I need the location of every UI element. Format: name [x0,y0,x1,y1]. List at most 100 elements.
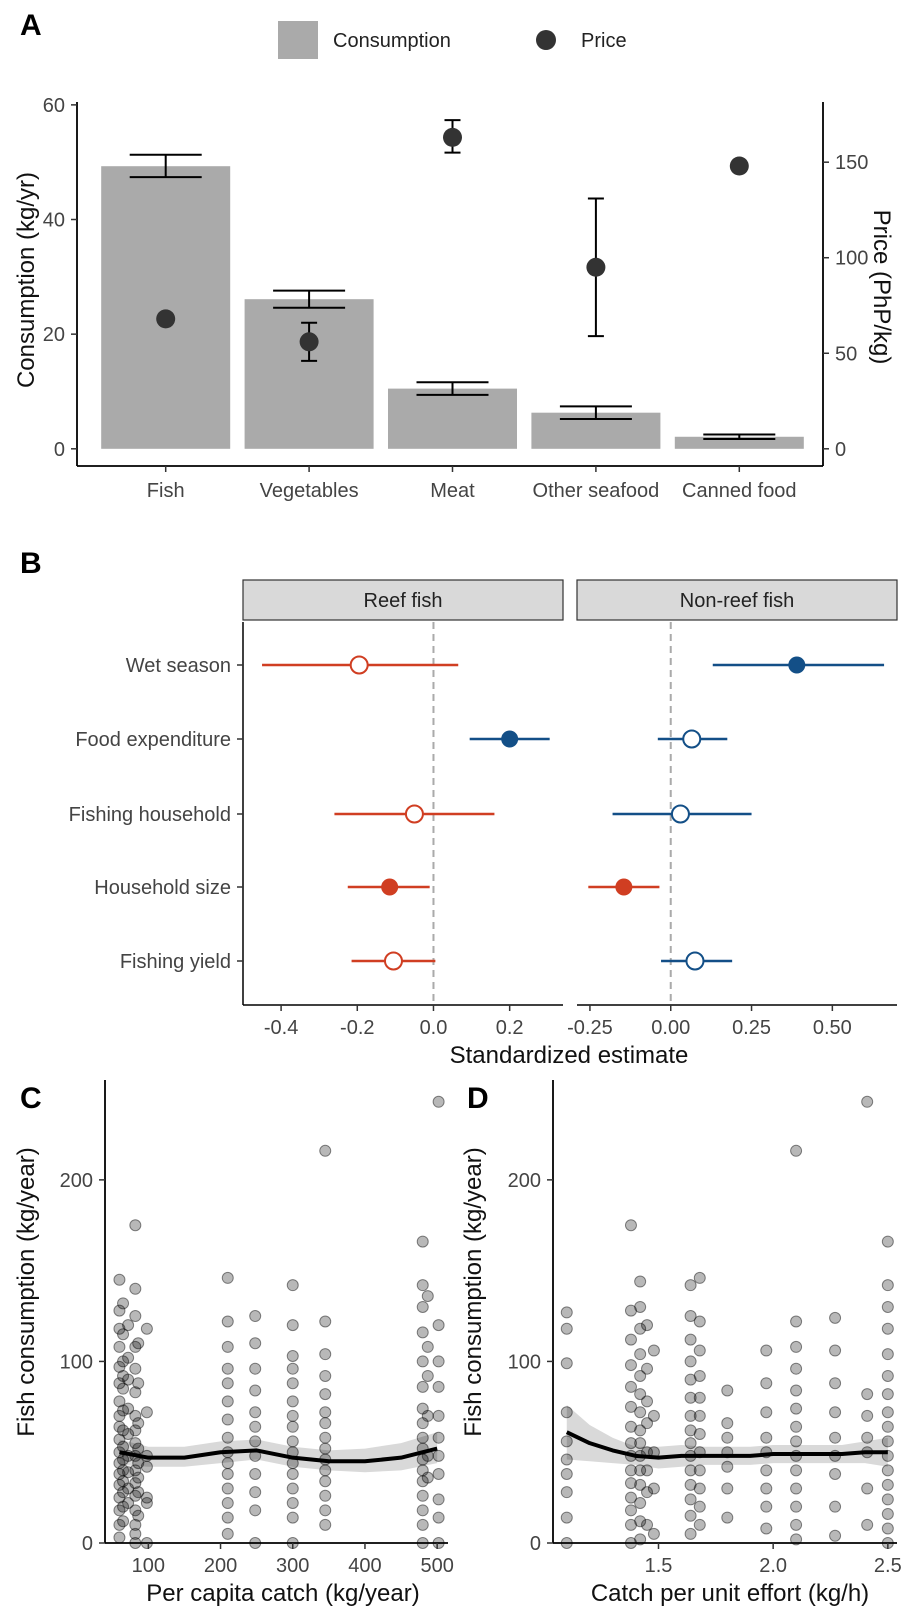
scatter-point-3-12 [624,1333,637,1346]
scatter-point-3-3 [560,1406,573,1419]
scatter-point-3-46 [641,1486,654,1499]
facet-label-0: Reef fish [364,590,443,612]
x-tick-label-b-0-3: 0.2 [496,1017,524,1039]
scatter-point-3-19 [624,1464,637,1477]
scatter-point-3-129 [881,1322,894,1335]
scatter-point-2-137 [416,1402,429,1415]
scatter-point-2-82 [221,1457,234,1470]
scatter-point-2-36 [122,1428,135,1441]
scatter-point-3-48 [647,1344,660,1357]
scatter-point-2-163 [432,1511,445,1524]
scatter-point-2-40 [122,1497,135,1510]
scatter-point-3-99 [790,1362,803,1375]
scatter-point-3-114 [829,1431,842,1444]
x-axis-title-b: Standardized estimate [450,1042,689,1069]
scatter-point-2-100 [286,1279,299,1292]
scatter-point-2-124 [319,1442,332,1455]
scatter-point-2-136 [416,1380,429,1393]
scatter-point-2-156 [432,1355,445,1368]
x-tick-label-b-0-2: 0.0 [420,1017,448,1039]
x-tick-label-1: Vegetables [260,480,359,502]
scatter-point-2-60 [132,1417,145,1430]
scatter-point-3-140 [881,1507,894,1520]
scatter-point-2-55 [129,1518,142,1531]
point-price-1 [299,332,319,352]
scatter-point-3-79 [693,1518,706,1531]
scatter-point-3-107 [790,1500,803,1513]
scatter-point-2-15 [113,1504,126,1517]
scatter-point-2-89 [249,1337,262,1350]
scatter-point-2-69 [140,1460,153,1473]
scatter-point-2-70 [140,1491,153,1504]
scatter-point-3-137 [881,1464,894,1477]
errorbar-consumption-2 [416,381,489,396]
estimate-point-1-3 [615,878,633,896]
scatter-point-2-22 [117,1382,130,1395]
scatter-point-3-30 [634,1388,647,1401]
bar-consumption-1 [244,299,374,449]
y-tick-label-3-2: 200 [508,1170,541,1192]
scatter-point-2-118 [319,1348,332,1361]
panel-b-chart: Reef fish -0.4 -0.2 0.0 0.2 Non-reef fish -0.2… [69,579,898,1069]
x-tick-label-b-0-0: -0.4 [264,1017,298,1039]
scatter-point-2-113 [286,1497,299,1510]
scatter-point-2-117 [319,1315,332,1328]
scatter-point-3-36 [634,1478,647,1491]
scatter-point-2-130 [319,1518,332,1531]
scatter-point-2-92 [249,1406,262,1419]
scatter-point-2-159 [432,1431,445,1444]
scatter-point-2-93 [249,1420,262,1433]
scatter-point-2-18 [117,1297,130,1310]
scatter-point-2-6 [113,1395,126,1408]
scatter-point-3-89 [760,1406,773,1419]
scatter-point-2-76 [221,1362,234,1375]
scatter-point-2-150 [421,1369,434,1382]
scatter-point-2-80 [221,1431,234,1444]
scatter-point-3-98 [790,1340,803,1353]
scatter-point-2-101 [286,1319,299,1332]
scatter-point-2-157 [432,1380,445,1393]
y-tick-label-2-1: 100 [60,1351,93,1373]
panel-letter-c: C [20,1082,42,1115]
errorbar-consumption-3 [559,405,632,420]
scatter-point-2-119 [319,1369,332,1382]
scatter-point-3-100 [790,1384,803,1397]
scatter-point-3-138 [881,1478,894,1491]
scatter-point-3-2 [560,1357,573,1370]
scatter-point-3-64 [684,1478,697,1491]
scatter-point-3-33 [634,1437,647,1450]
smooth-ribbon-2 [119,1432,438,1473]
scatter-point-3-43 [641,1417,654,1430]
scatter-point-2-160 [432,1449,445,1462]
panel-letter-d: D [467,1082,489,1115]
scatter-point-2-108 [286,1435,299,1448]
scatter-point-3-74 [693,1428,706,1441]
scatter-point-3-42 [641,1395,654,1408]
scatter-point-2-9 [113,1433,126,1446]
scatter-point-2-94 [249,1435,262,1448]
facet-strip-0 [242,579,564,621]
scatter-point-3-92 [760,1464,773,1477]
x-tick-label-2-0: 100 [132,1555,165,1577]
scatter-point-3-110 [829,1311,842,1324]
scatter-point-3-125 [861,1518,874,1531]
scatter-point-3-85 [721,1482,734,1495]
scatter-point-3-71 [693,1369,706,1382]
x-tick-label-2-2: 300 [276,1555,309,1577]
estimate-point-1-1 [682,729,702,749]
errorbar-consumption-0 [129,153,202,179]
scatter-point-3-35 [634,1464,647,1477]
facet-strip-1 [576,579,898,621]
y-tick-label-left-0: 0 [54,439,65,461]
scatter-point-2-128 [319,1489,332,1502]
scatter-point-2-104 [286,1377,299,1390]
scatter-point-3-94 [760,1500,773,1513]
scatter-point-2-114 [286,1511,299,1524]
x-tick-label-3: Other seafood [533,480,660,502]
legend-label-consumption: Consumption [333,30,451,52]
panel-a-chart: Consumption Price 0 20 40 60 0 50 100 150 Fish Ve… [13,21,895,502]
scatter-point-3-11 [624,1304,637,1317]
scatter-point-3-15 [624,1400,637,1413]
y-axis-title-c: Fish consumption (kg/year) [13,1147,40,1436]
x-tick-label-b-1-1: 0.00 [651,1017,690,1039]
